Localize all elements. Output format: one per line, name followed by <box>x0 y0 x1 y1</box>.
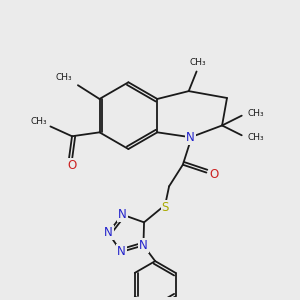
Text: N: N <box>104 226 112 239</box>
Text: CH₃: CH₃ <box>56 73 73 82</box>
Text: O: O <box>210 168 219 181</box>
Text: N: N <box>186 131 195 144</box>
Text: N: N <box>117 245 126 258</box>
Text: CH₃: CH₃ <box>30 117 47 126</box>
Text: CH₃: CH₃ <box>189 58 206 67</box>
Text: CH₃: CH₃ <box>247 133 264 142</box>
Text: O: O <box>68 159 77 172</box>
Text: N: N <box>139 239 148 252</box>
Text: N: N <box>118 208 127 221</box>
Text: S: S <box>161 201 169 214</box>
Text: CH₃: CH₃ <box>247 109 264 118</box>
